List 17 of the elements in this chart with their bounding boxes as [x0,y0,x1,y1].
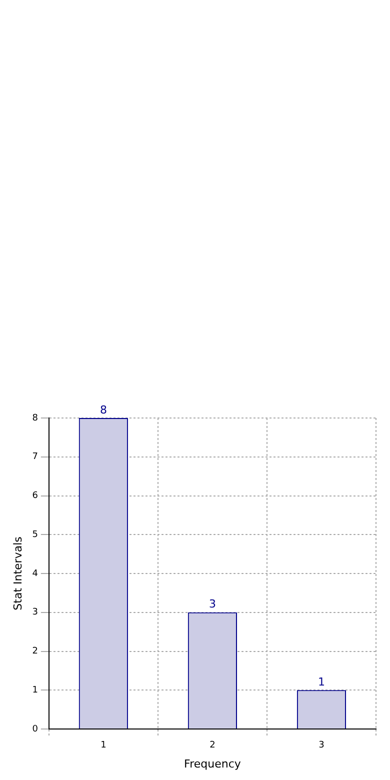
y-tick-label: 6 [32,491,38,502]
x-axis-title: Frequency [184,757,242,770]
data-label: 3 [208,598,216,611]
y-tick-label: 3 [32,608,38,618]
y-tick-label: 7 [32,452,38,462]
y-tick-label: 1 [32,685,38,696]
y-tick-label: 8 [32,413,38,424]
y-axis-title: Stat Intervals [11,536,24,610]
data-label: 8 [100,403,107,416]
x-tick-label: 1 [100,740,106,751]
x-tick-label: 2 [210,740,216,751]
data-label: 1 [318,675,325,688]
x-tick-label: 3 [318,740,324,751]
y-tick-label: 5 [32,530,38,540]
y-tick-label: 4 [32,568,38,579]
y-tick-label: 2 [32,646,38,657]
y-tick-label: 0 [32,724,38,734]
